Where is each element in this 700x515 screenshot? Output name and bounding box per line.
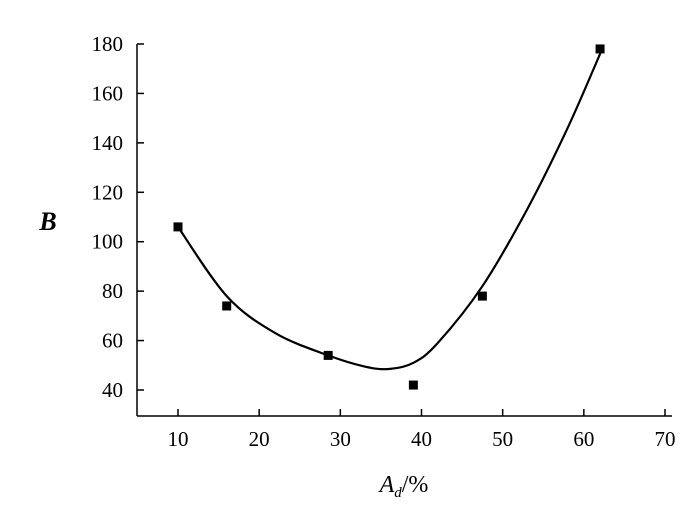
fit-curve [176,52,602,371]
x-tick-label: 40 [411,427,432,451]
x-tick-label: 30 [330,427,351,451]
y-tick-label: 80 [102,279,123,303]
data-point [477,291,487,301]
y-tick-label: 40 [102,378,123,402]
y-ticks: 40 60 80 100 120 140 160 180 [92,32,144,402]
x-axis-title: Ad/% [378,472,429,501]
fit-curve-layer [176,52,602,371]
x-axis-title-subscript: d [394,485,402,501]
y-tick-label: 100 [92,230,124,254]
x-tick-label: 10 [168,427,189,451]
data-point [595,44,605,54]
data-point [222,301,232,311]
x-tick-label: 60 [573,427,594,451]
y-tick-label: 140 [92,131,124,155]
x-tick-label: 20 [249,427,270,451]
y-tick-label: 160 [92,81,124,105]
y-tick-label: 60 [102,329,123,353]
y-tick-label: 120 [92,180,124,204]
data-point [173,222,183,232]
data-point [408,380,418,390]
x-axis-title-main: A [378,472,395,498]
data-point [323,350,333,360]
x-axis-title-suffix: /% [402,472,429,498]
x-tick-label: 50 [492,427,513,451]
data-points-layer [173,44,605,390]
y-axis-title: B [38,207,56,236]
y-tick-label: 180 [92,32,124,56]
x-tick-label: 70 [655,427,676,451]
axes [136,44,672,417]
x-ticks: 10 20 30 40 50 60 70 [168,409,676,451]
